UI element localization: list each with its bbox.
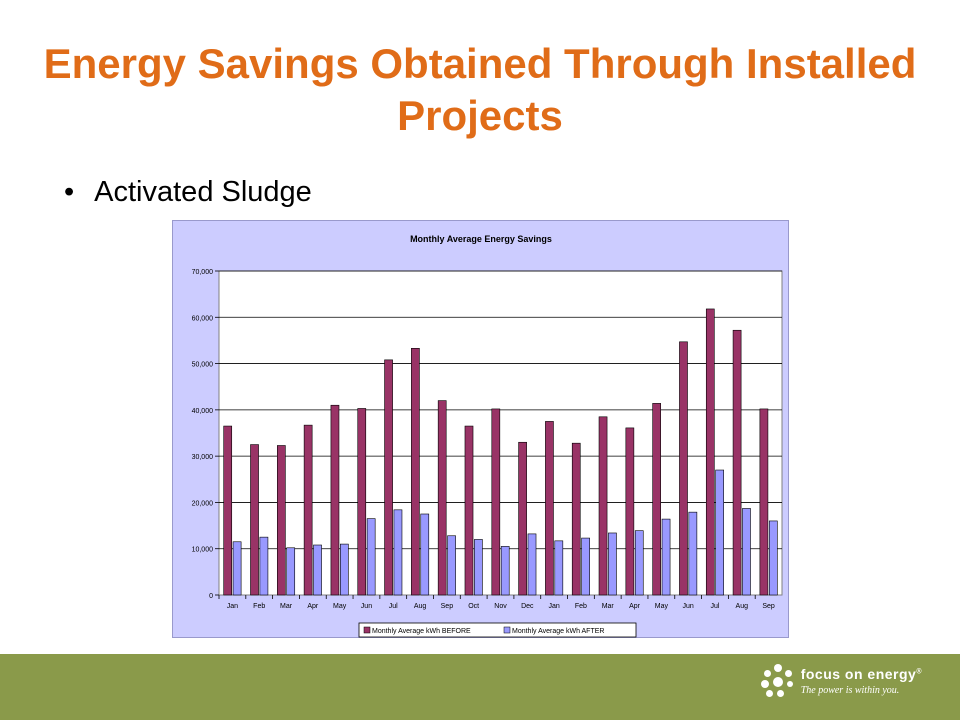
legend-box [358,622,637,638]
bar-after [500,546,510,596]
bar-after [259,536,269,596]
bar-before [518,441,527,596]
slide-title: Energy Savings Obtained Through Installe… [43,40,917,139]
logo-tagline: The power is within you. [800,685,900,696]
bar-before [223,425,233,596]
bar-before [411,347,420,596]
focus-on-energy-logo: focus on energy® The power is within you… [760,664,922,698]
x-tick-label: Feb [575,603,587,610]
x-tick-label: Aug [414,603,427,610]
bar-before [357,408,367,596]
bar-before [464,425,474,596]
x-tick-label: Apr [307,603,319,610]
legend-swatch [363,626,371,634]
y-tick-label: 40,000 [192,408,214,415]
chart-title: Monthly Average Energy Savings [410,234,552,244]
x-tick-label: Apr [629,603,641,610]
bar-before [384,359,393,596]
bullet-item: • Activated Sludge [64,176,312,209]
bar-after [634,530,644,596]
bullet-text: Activated Sludge [94,176,312,208]
bullet-dot: • [64,176,75,208]
bar-after [688,511,698,596]
bar-before [303,424,313,596]
x-tick-label: Mar [280,603,293,610]
x-tick-label: May [655,603,669,610]
y-tick-label: 60,000 [192,315,214,322]
chart-container: Monthly Average Energy Savings 0 10,000 20… [172,220,789,638]
bar-after [661,518,671,596]
bar-chart: Monthly Average Energy Savings 0 10,000 20… [192,234,783,638]
x-tick-label: Jan [548,603,559,610]
bar-after [286,547,296,596]
bar-before [571,442,581,596]
bar-after [313,544,322,596]
x-tick-label: Sep [762,603,775,610]
bar-before [759,408,769,596]
bar-after [581,537,590,596]
bar-before [437,400,447,596]
bar-after [608,532,617,596]
bar-before [330,404,340,596]
bar-after [366,518,376,596]
bar-after [340,543,349,596]
logo-name: focus on energy® [800,666,922,682]
y-tick-label: 20,000 [192,500,214,507]
bar-after [715,469,724,596]
bar-before [250,444,259,596]
x-tick-label: Dec [521,603,534,610]
bar-before [545,421,554,596]
x-tick-label: Mar [602,603,615,610]
x-tick-label: Jan [227,603,238,610]
bar-after [447,535,456,596]
legend-label: Monthly Average kWh AFTER [512,628,604,635]
bar-after [420,513,430,596]
x-tick-label: Aug [736,603,749,610]
bar-before [277,445,286,596]
y-tick-label: 10,000 [192,547,214,554]
footer-bar: focus on energy® The power is within you… [0,654,960,720]
x-tick-label: May [333,603,347,610]
x-tick-label: Jul [710,603,719,610]
x-tick-label: Sep [441,603,454,610]
x-tick-label: Jun [361,603,372,610]
bar-before [732,329,742,596]
bar-after [393,509,403,596]
bar-after [527,533,537,596]
y-tick-label: 70,000 [192,269,214,276]
x-tick-label: Feb [253,603,265,610]
x-tick-label: Jul [389,603,398,610]
bar-before [625,427,635,596]
bar-after [474,539,483,596]
y-tick-label: 30,000 [192,454,214,461]
legend-swatch [503,626,511,634]
bar-before [652,403,661,596]
plot-area [218,270,783,596]
bar-before [679,341,688,596]
bar-after [742,508,751,596]
x-tick-label: Nov [494,603,507,610]
bar-after [768,520,778,596]
x-tick-label: Oct [468,603,479,610]
dot-cluster-icon [760,664,795,698]
x-tick-label: Jun [683,603,694,610]
bar-before [598,416,608,596]
legend-label: Monthly Average kWh BEFORE [372,628,471,635]
y-tick-label: 50,000 [192,362,214,369]
bar-before [705,308,715,596]
y-tick-label: 0 [209,593,213,600]
bar-after [232,541,242,596]
bar-before [491,408,501,596]
bar-after [554,540,564,596]
